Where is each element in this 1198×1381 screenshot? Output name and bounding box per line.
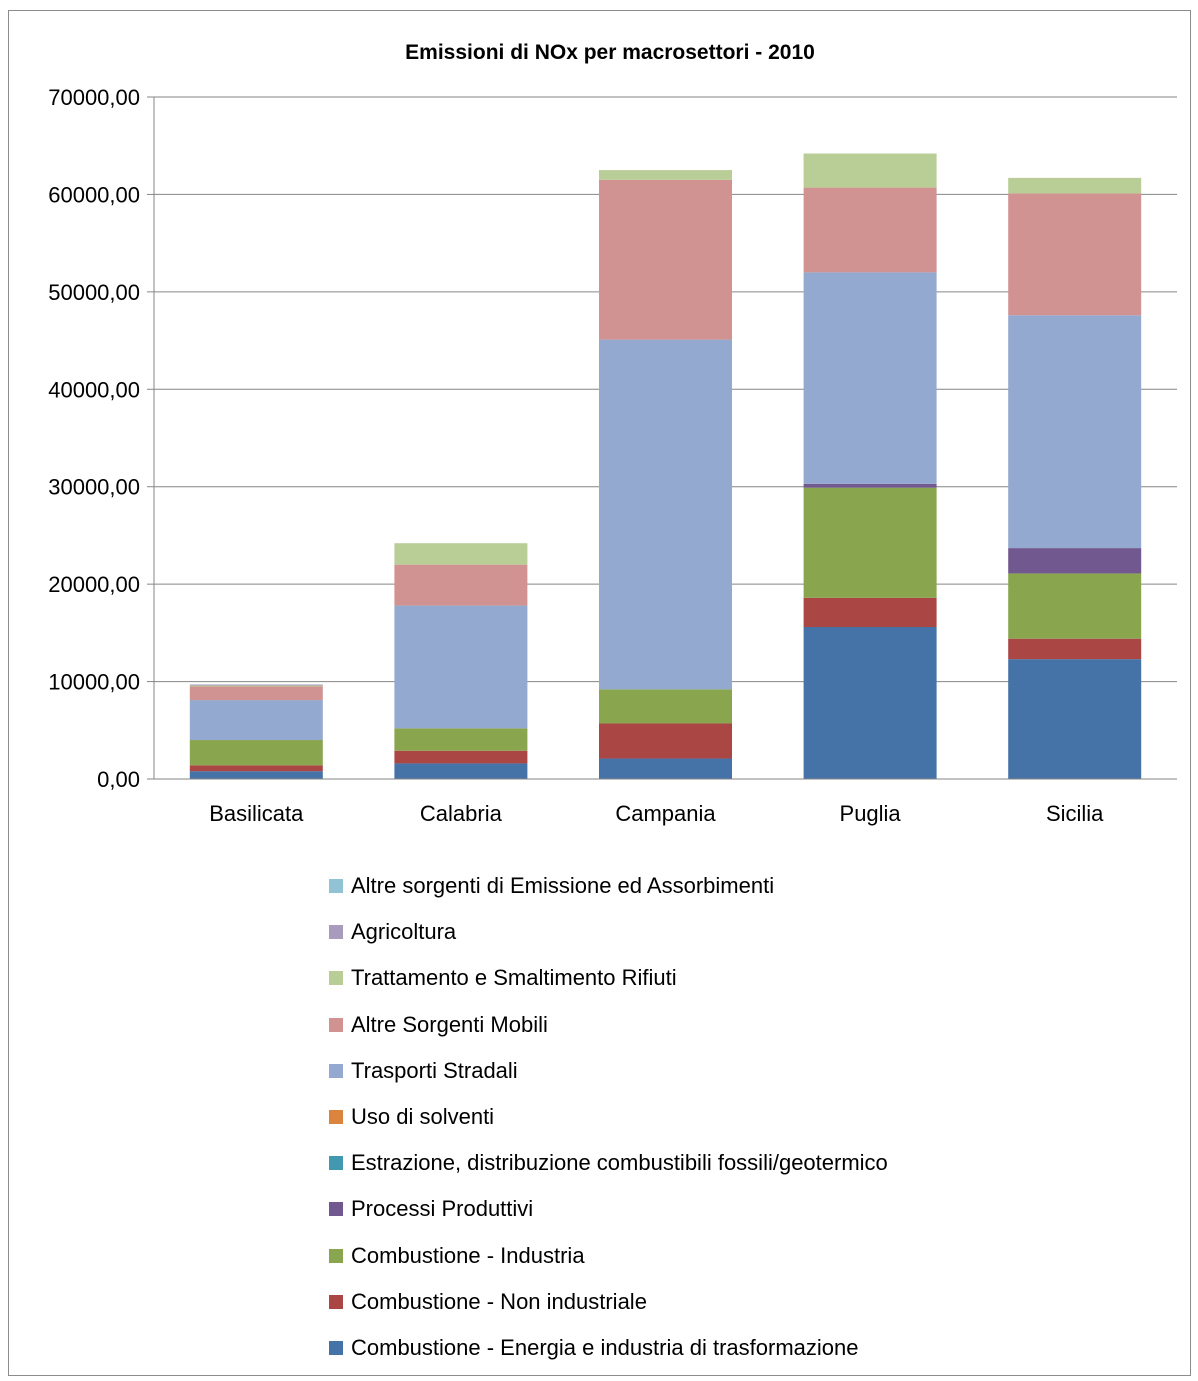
x-tick-label: Basilicata [209, 801, 304, 826]
x-tick-label: Puglia [840, 801, 902, 826]
legend-label: Trasporti Stradali [351, 1057, 518, 1083]
legend-label: Altre Sorgenti Mobili [351, 1011, 548, 1037]
bar-segment [189, 684, 323, 686]
bar-segment [394, 763, 528, 779]
bar-segment [803, 487, 937, 598]
legend-swatch [329, 1017, 343, 1032]
bar-segment [394, 605, 528, 729]
legend-label: Combustione - Energia e industria di tra… [351, 1334, 859, 1360]
bar-segment [803, 187, 937, 273]
legend-label: Trattamento e Smaltimento Rifiuti [351, 965, 677, 991]
bar-segment [394, 543, 528, 565]
bar-segment [394, 750, 528, 764]
legend-swatch [329, 1340, 343, 1355]
bar-segment [803, 597, 937, 628]
legend-item: Estrazione, distribuzione combustibili f… [329, 1140, 888, 1186]
x-tick-label: Calabria [420, 801, 503, 826]
y-tick-label: 40000,00 [48, 377, 140, 402]
legend-label: Estrazione, distribuzione combustibili f… [351, 1150, 888, 1176]
bar-segment [1008, 548, 1142, 574]
legend-item: Uso di solventi [329, 1094, 888, 1140]
legend-item: Processi Produttivi [329, 1186, 888, 1232]
bar-segment [599, 723, 732, 759]
bars [189, 153, 1142, 779]
legend-swatch [329, 1110, 343, 1125]
y-tick-label: 60000,00 [48, 182, 140, 207]
legend-item: Altre Sorgenti Mobili [329, 1002, 888, 1048]
y-tick-label: 50000,00 [48, 280, 140, 305]
bar-segment [803, 272, 937, 484]
bar-segment [189, 765, 323, 772]
legend-label: Uso di solventi [351, 1104, 495, 1130]
legend-label: Agricoltura [351, 919, 457, 945]
legend-item: Combustione - Industria [329, 1233, 888, 1279]
bar-segment [803, 627, 937, 779]
bar-segment [803, 483, 937, 488]
chart-svg: Emissioni di NOx per macrosettori - 2010… [48, 41, 1177, 826]
legend-item: Combustione - Non industriale [329, 1279, 888, 1325]
bar-segment [1008, 315, 1142, 549]
bar-segment [803, 153, 937, 188]
bar-segment [189, 740, 323, 766]
bar-segment [394, 728, 528, 751]
y-tick-label: 10000,00 [48, 670, 140, 695]
bar-segment [1008, 177, 1142, 194]
legend-swatch [329, 1202, 343, 1217]
legend-swatch [329, 925, 343, 940]
legend-swatch [329, 1156, 343, 1171]
bar-segment [1008, 638, 1142, 660]
bar-segment [599, 758, 732, 779]
x-tick-label: Sicilia [1046, 801, 1104, 826]
axes [153, 97, 1177, 780]
legend-swatch [329, 879, 343, 894]
legend-label: Processi Produttivi [351, 1196, 534, 1222]
bar-segment [1008, 573, 1142, 639]
chart-frame: Emissioni di NOx per macrosettori - 2010… [8, 10, 1191, 1376]
legend-swatch [329, 1063, 343, 1078]
legend-item: Combustione - Energia e industria di tra… [329, 1325, 888, 1371]
legend-item: Trasporti Stradali [329, 1048, 888, 1094]
legend-swatch [329, 971, 343, 986]
legend-label: Altre sorgenti di Emissione ed Assorbime… [351, 873, 775, 899]
legend-item: Altre sorgenti di Emissione ed Assorbime… [329, 863, 888, 909]
legend-label: Combustione - Industria [351, 1242, 585, 1268]
legend-item: Agricoltura [329, 909, 888, 955]
x-axis-ticks: Basilicata Calabria Campania Puglia Sicilia [209, 801, 1104, 826]
legend-swatch [329, 1294, 343, 1309]
legend: Altre sorgenti di Emissione ed Assorbime… [329, 863, 888, 1371]
bar-segment [189, 685, 323, 687]
bar-segment [599, 339, 732, 690]
bar-segment [394, 564, 528, 606]
legend-label: Combustione - Non industriale [351, 1288, 647, 1314]
y-tick-label: 20000,00 [48, 572, 140, 597]
y-axis-ticks: 0,00 10000,00 20000,00 30000,00 40000,00 5000… [48, 85, 154, 792]
chart-title: Emissioni di NOx per macrosettori - 2010 [405, 41, 815, 64]
legend-swatch [329, 1248, 343, 1263]
bar-segment [1008, 193, 1142, 316]
bar-segment [189, 700, 323, 741]
y-tick-label: 30000,00 [48, 475, 140, 500]
legend-item: Trattamento e Smaltimento Rifiuti [329, 955, 888, 1001]
bar-segment [599, 179, 732, 340]
bar-segment [189, 771, 323, 779]
y-tick-label: 0,00 [97, 767, 140, 792]
bar-segment [1008, 659, 1142, 779]
bar-segment [189, 686, 323, 701]
bar-segment [599, 689, 732, 724]
y-tick-label: 70000,00 [48, 85, 140, 110]
x-tick-label: Campania [615, 801, 716, 826]
bar-segment [599, 170, 732, 180]
